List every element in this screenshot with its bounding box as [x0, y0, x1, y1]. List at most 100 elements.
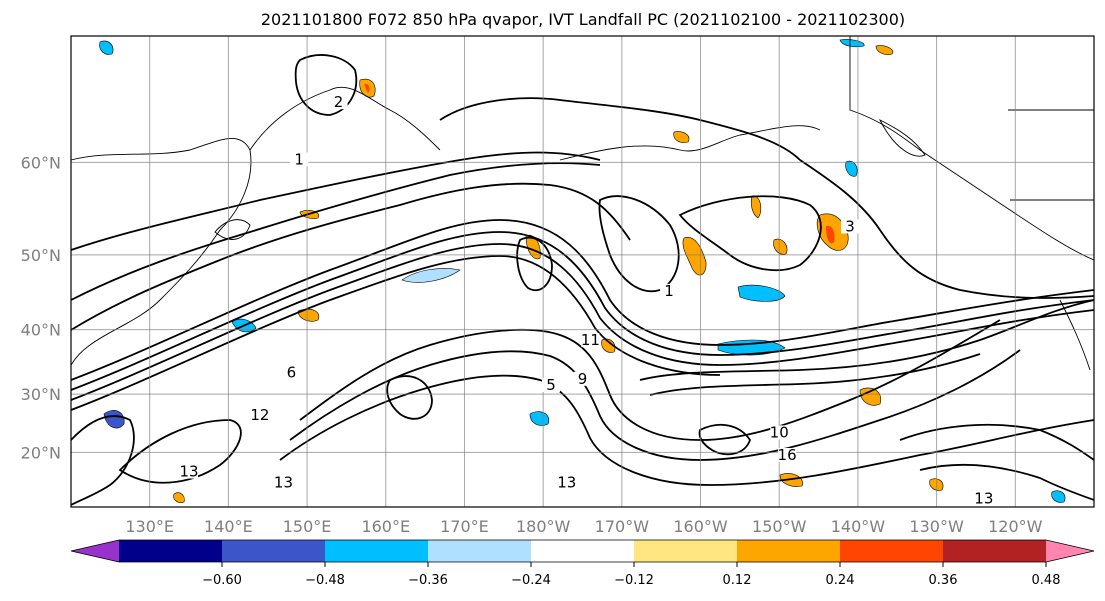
shade-patch [103, 410, 125, 429]
shade-patch [673, 131, 690, 143]
lat-tick-label: 30°N [21, 385, 61, 404]
contour-label: 1 [294, 150, 304, 168]
contour-label-bg [282, 365, 301, 380]
contour-label-bg [770, 425, 789, 440]
colorbar-box [634, 540, 737, 562]
shade-patch [99, 40, 114, 55]
lon-tick-label: 120°W [988, 517, 1043, 536]
contour-label: 13 [179, 463, 198, 481]
contour-label: 3 [845, 217, 855, 235]
shade-patch [529, 411, 550, 426]
contour-label: 11 [581, 331, 600, 349]
colorbar-tick-label: 0.36 [929, 573, 958, 588]
contour-label: 13 [557, 473, 576, 491]
shade-patch [859, 387, 882, 406]
contour-line [678, 195, 822, 272]
contour-line [70, 151, 601, 251]
colorbar-tick-label: −0.60 [202, 573, 242, 588]
longitude-tick-labels: 130°E 140°E 150°E 160°E 170°E 180°W 170°W 160°W… [125, 517, 1042, 536]
colorbar-box [222, 540, 325, 562]
contour-label: 10 [770, 423, 789, 441]
lon-tick-label: 160°E [361, 517, 410, 536]
contour-line [289, 349, 1021, 461]
shade-patch [750, 195, 762, 219]
contour-line [118, 419, 242, 484]
contour-label-bg [329, 95, 348, 110]
colorbar-tick-label: −0.36 [408, 573, 448, 588]
colorbar-box [119, 540, 222, 562]
contour-line [70, 219, 1095, 381]
lon-tick-label: 150°E [283, 517, 332, 536]
shade-patch [875, 45, 894, 55]
lat-tick-label: 20°N [21, 443, 61, 462]
lon-tick-label: 180°W [516, 517, 571, 536]
contour-label-bg [180, 464, 199, 479]
shade-patch [845, 160, 858, 177]
contour-label: 13 [274, 473, 293, 491]
shade-patch [826, 225, 835, 244]
map-border [70, 35, 1095, 508]
colorbar-box [840, 540, 943, 562]
contour-line [919, 463, 1095, 501]
contour-line [279, 374, 1095, 486]
contour-label-bg [581, 333, 600, 348]
lon-tick-label: 140°E [204, 517, 253, 536]
latitude-tick-labels: 20°N 30°N 40°N 50°N 60°N [21, 153, 61, 462]
lon-tick-label: 130°E [125, 517, 174, 536]
contour-line [70, 255, 721, 411]
colorbar-outline [70, 539, 1095, 563]
coastline [878, 118, 926, 157]
contour-line [698, 423, 751, 456]
contour-label-bg [274, 475, 293, 490]
colorbar-left-extend-arrow [71, 540, 119, 562]
contour-line [639, 299, 1095, 381]
colorbar-tick-label: 0.12 [723, 573, 752, 588]
lon-tick-label: 150°W [752, 517, 807, 536]
shade-patch [364, 83, 370, 93]
shade-patch [297, 308, 320, 322]
map-frame [71, 36, 1094, 507]
lat-tick-label: 60°N [21, 153, 61, 172]
colorbar-tick-label: −0.12 [614, 573, 654, 588]
contour-label: 12 [250, 406, 269, 424]
colorbar-tick-label: 0.48 [1032, 573, 1061, 588]
contour-label: 16 [778, 446, 797, 464]
contour-label: 1 [664, 282, 674, 300]
gridlines [71, 36, 1094, 507]
contour-label-bg [841, 219, 860, 234]
colorbar-tick-label: 0.24 [826, 573, 855, 588]
colorbar-box [531, 540, 634, 562]
coastline [70, 138, 252, 366]
coastline [1059, 299, 1091, 371]
colorbar-tick-label: −0.24 [511, 573, 551, 588]
contour-line [649, 353, 981, 396]
contour-label: 6 [287, 364, 297, 382]
contour-label-bg [974, 491, 993, 506]
colorbar: −0.60 −0.48 −0.36 −0.24 −0.12 0.12 0.24 0.36 0.4… [70, 539, 1095, 588]
contour-label: 2 [334, 93, 344, 111]
coastline [249, 86, 441, 151]
lat-tick-label: 50°N [21, 246, 61, 265]
contour-line [70, 162, 601, 301]
colorbar-boxes [119, 540, 1046, 562]
contour-label-bg [557, 475, 576, 490]
shade-patch [1051, 490, 1066, 503]
contour-line [899, 423, 1095, 461]
shade-patch [601, 338, 616, 353]
contour-label-bg [290, 152, 309, 167]
lat-tick-label: 40°N [21, 321, 61, 340]
contour-line [70, 231, 1095, 391]
colorbar-right-extend-arrow [1046, 540, 1094, 562]
coastline [559, 125, 821, 161]
contour-line [299, 319, 1001, 441]
lon-tick-label: 130°W [909, 517, 964, 536]
contour-line [294, 54, 358, 116]
chart-title: 2021101800 F072 850 hPa qvapor, IVT Land… [261, 10, 905, 29]
contour-label: 13 [974, 490, 993, 508]
lon-tick-label: 160°W [673, 517, 728, 536]
shade-patch [737, 284, 786, 302]
contour-line [439, 97, 801, 161]
contour-line [70, 182, 631, 331]
